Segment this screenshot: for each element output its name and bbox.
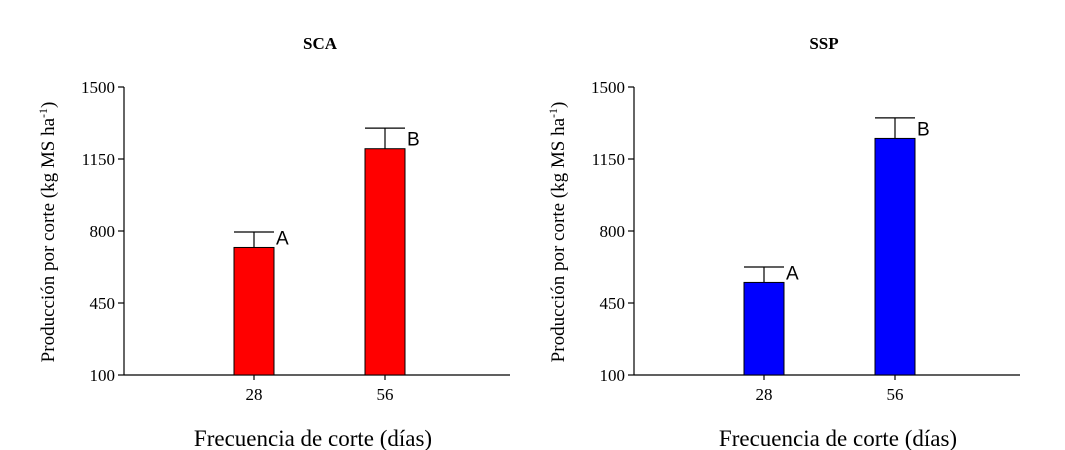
bar (364, 148, 406, 376)
significance-label: B (407, 130, 420, 151)
y-tick-label: 450 (90, 294, 116, 313)
y-axis-label-text: Producción por corte (kg MS ha (548, 117, 569, 362)
x-axis-label: Frecuencia de corte (días) (719, 426, 957, 450)
y-tick-label: 450 (600, 294, 626, 313)
y-tick-label: 1150 (82, 150, 115, 169)
significance-label: B (917, 119, 930, 140)
y-axis-label-end: ) (548, 102, 569, 108)
y-axis-label-superscript: -1 (546, 108, 560, 118)
y-tick-label: 100 (600, 366, 626, 385)
y-tick-label: 1500 (591, 78, 625, 97)
svg-text:Producción por corte (kg MS ha: Producción por corte (kg MS ha-1) (546, 102, 569, 363)
x-axis-label: Frecuencia de corte (días) (194, 426, 432, 450)
bar (233, 246, 275, 376)
plot-area: 100 450 800 1150 1500 A 28 B 56 (81, 78, 510, 404)
y-axis-label-text: Producción por corte (kg MS ha (38, 117, 59, 362)
y-tick-label: 1500 (81, 78, 115, 97)
x-tick-label: 56 (377, 385, 394, 404)
x-tick-label: 28 (756, 385, 773, 404)
x-tick-label: 56 (887, 385, 904, 404)
significance-label: A (786, 263, 799, 284)
x-tick-label: 28 (246, 385, 263, 404)
y-tick-label: 100 (90, 366, 116, 385)
significance-label: A (276, 228, 289, 249)
y-axis-label: Producción por corte (kg MS ha-1) (36, 102, 59, 363)
y-axis-label-superscript: -1 (36, 108, 50, 118)
chart-sca: SCA Producción por corte (kg MS ha-1) Fr… (36, 34, 510, 450)
chart-ssp: SSP Producción por corte (kg MS ha-1) Fr… (546, 34, 1020, 450)
bar (743, 281, 785, 376)
chart-title: SCA (303, 34, 338, 53)
y-tick-label: 800 (90, 222, 116, 241)
y-axis-label-end: ) (38, 102, 59, 108)
y-tick-label: 800 (600, 222, 626, 241)
plot-area: 100 450 800 1150 1500 A 28 B 56 (591, 78, 1020, 404)
svg-text:Producción por corte (kg MS ha: Producción por corte (kg MS ha-1) (36, 102, 59, 363)
y-axis-label: Producción por corte (kg MS ha-1) (546, 102, 569, 363)
bar (874, 137, 916, 376)
y-tick-label: 1150 (592, 150, 625, 169)
chart-title: SSP (809, 34, 838, 53)
